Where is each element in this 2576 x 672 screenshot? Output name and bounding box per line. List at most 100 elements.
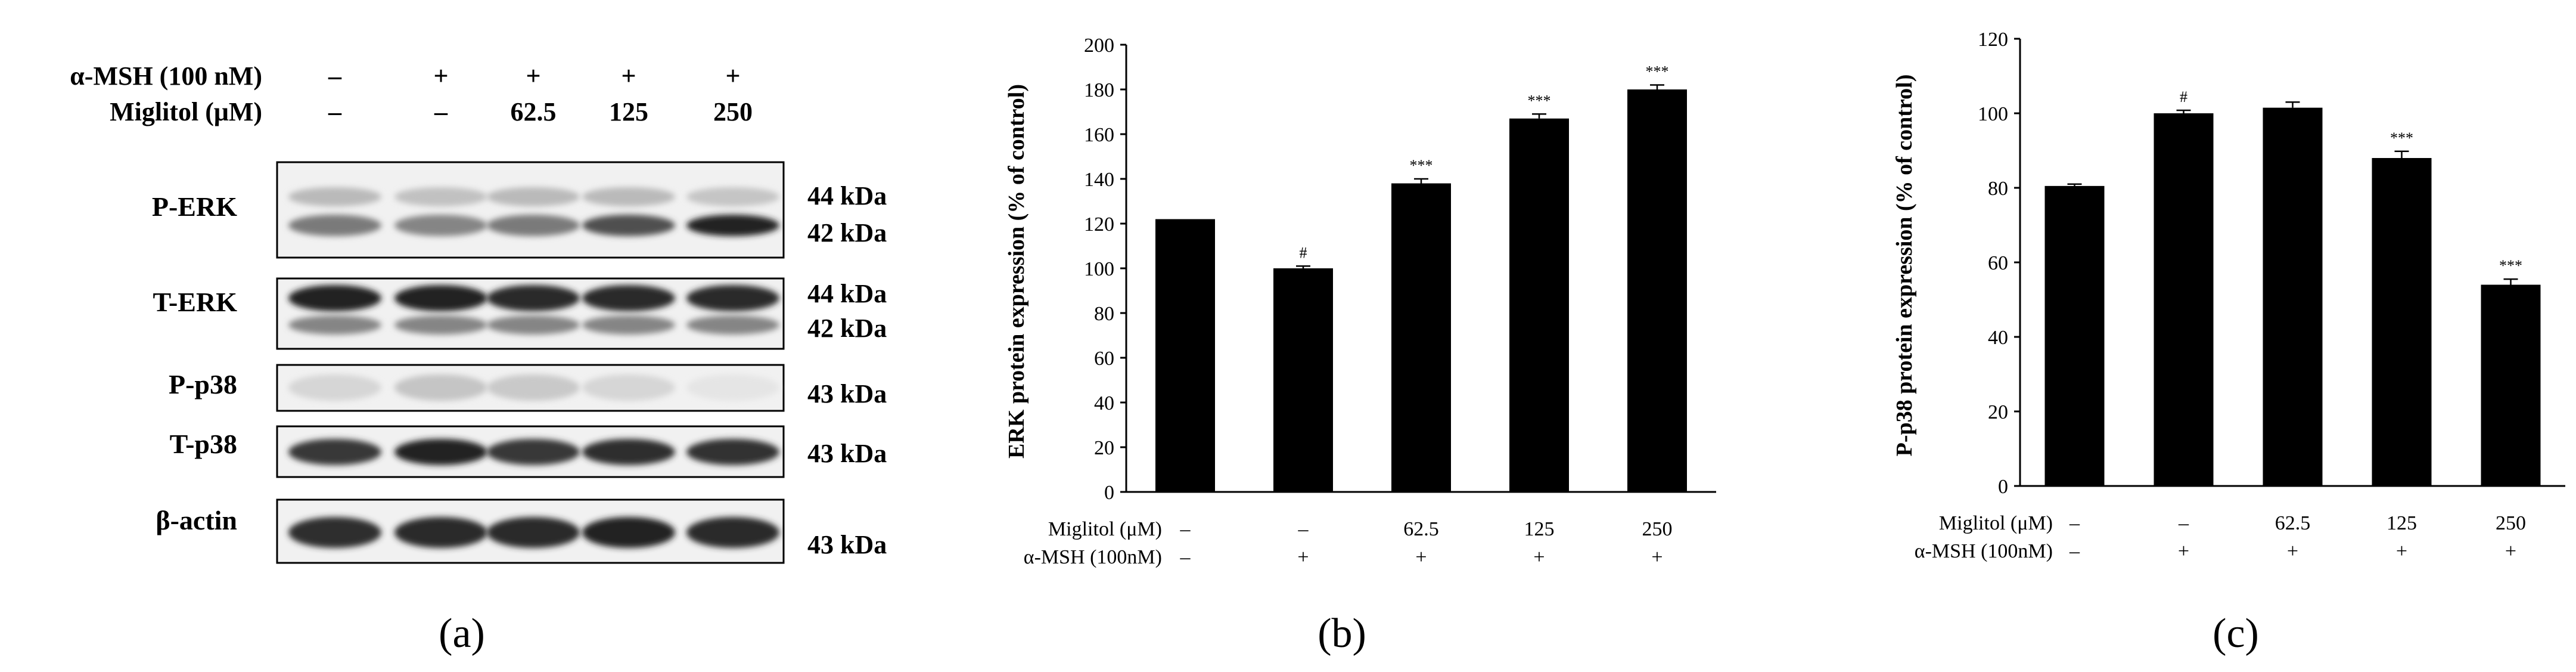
bar: [1627, 89, 1687, 492]
header-label-miglitol: Miglitol (μM): [110, 97, 262, 126]
bar: [2044, 185, 2105, 486]
blot-label: P-ERK: [152, 191, 237, 222]
blot-band: [686, 315, 779, 335]
header-value: +: [621, 61, 636, 91]
panel-a-western-blot: α-MSH (100 nM) Miglitol (μM) – + + + + – – 62.5…: [70, 61, 887, 656]
blot-band: [487, 374, 580, 401]
y-tick-label: 60: [1988, 252, 2008, 274]
blot-band: [686, 439, 779, 465]
treatment-value: +: [1415, 546, 1427, 568]
panel-c-p38-chart: P-p38 protein expression (% of control) …: [1892, 29, 2565, 656]
y-tick-label: 120: [1084, 213, 1114, 236]
y-tick-label: 100: [1084, 258, 1114, 280]
blot-band: [487, 285, 580, 311]
significance-label: ***: [2499, 257, 2522, 274]
panel-a-caption: (a): [439, 611, 485, 656]
blot-band: [487, 215, 580, 236]
blot-size-label: 43 kDa: [807, 530, 887, 559]
treatment-value: –: [2178, 512, 2189, 534]
blot-P-ERK: P-ERK 44 kDa 42 kDa: [152, 161, 887, 259]
treatment-value: +: [2287, 540, 2298, 562]
treatment-value: –: [2069, 512, 2080, 534]
chart-c-caption: (c): [2213, 611, 2259, 656]
blot-size-label: 42 kDa: [807, 218, 887, 247]
blot-strips: P-ERK 44 kDa 42 kDa T-ERK 44 kDa 42 kDa P-p38 4…: [152, 161, 887, 564]
treatment-row-label: Miglitol (μM): [1939, 512, 2053, 534]
blot-label: P-p38: [169, 369, 237, 400]
chart-b-ylabel: ERK protein expression (% of control): [1004, 84, 1029, 459]
bar: [1509, 118, 1569, 492]
chart-c-ylabel: P-p38 protein expression (% of control): [1892, 75, 1917, 457]
y-tick-label: 20: [1988, 401, 2008, 423]
treatment-value: 250: [2496, 512, 2526, 534]
treatment-value: –: [1180, 518, 1191, 540]
treatment-value: +: [2178, 540, 2189, 562]
y-tick-label: 20: [1094, 437, 1114, 459]
blot-band: [686, 215, 779, 236]
treatment-row-label: Miglitol (μM): [1048, 518, 1162, 540]
blot-size-label: 42 kDa: [807, 314, 887, 343]
y-tick-label: 80: [1094, 303, 1114, 325]
bar: [1155, 219, 1215, 492]
blot-band: [487, 187, 580, 206]
blot-band: [582, 517, 675, 548]
blot-band: [487, 315, 580, 335]
y-tick-label: 80: [1988, 178, 2008, 200]
treatment-value: 250: [1642, 518, 1673, 540]
treatment-value: +: [1533, 546, 1545, 568]
y-tick-label: 0: [1998, 476, 2008, 498]
treatment-value: –: [1180, 546, 1191, 568]
blot-band: [288, 439, 381, 465]
treatment-value: –: [1298, 518, 1309, 540]
significance-label: #: [2180, 88, 2187, 106]
header-value: 62.5: [511, 97, 557, 126]
header-value: –: [434, 97, 448, 126]
blot-band: [394, 285, 487, 311]
significance-label: ***: [1528, 92, 1551, 109]
treatment-value: 62.5: [2275, 512, 2311, 534]
blot-band: [582, 315, 675, 335]
blot-label: T-ERK: [153, 287, 238, 317]
blot-band: [582, 215, 675, 236]
header-label-msh: α-MSH (100 nM): [70, 61, 262, 91]
y-tick-label: 40: [1094, 392, 1114, 414]
blot-band: [288, 215, 381, 236]
y-tick-label: 100: [1978, 103, 2008, 125]
header-value: –: [328, 97, 342, 126]
blot-band: [394, 374, 487, 401]
blot-band: [487, 439, 580, 465]
blot-size-label: 43 kDa: [807, 379, 887, 408]
blot-band: [394, 187, 487, 206]
blot-band: [686, 517, 779, 548]
treatment-value: +: [1297, 546, 1309, 568]
header-values: – + + + + – – 62.5 125 250: [328, 61, 753, 126]
blot-band: [686, 285, 779, 311]
treatment-value: +: [2505, 540, 2516, 562]
y-tick-label: 0: [1104, 482, 1114, 504]
treatment-value: 125: [2387, 512, 2417, 534]
treatment-value: +: [1651, 546, 1663, 568]
bar: [2481, 284, 2541, 486]
blot-size-label: 43 kDa: [807, 439, 887, 468]
treatment-value: 125: [1524, 518, 1555, 540]
blot-band: [288, 285, 381, 311]
blot-band: [582, 439, 675, 465]
bar: [1391, 183, 1451, 492]
y-tick-label: 140: [1084, 169, 1114, 191]
blot-band: [288, 187, 381, 206]
bar: [1273, 268, 1333, 492]
blot-band: [487, 517, 580, 548]
significance-label: ***: [1410, 157, 1433, 174]
header-value: 125: [609, 97, 648, 126]
significance-label: ***: [2390, 129, 2413, 147]
blot-label: T-p38: [170, 429, 237, 459]
bar: [2263, 107, 2323, 486]
blot-membrane: [276, 161, 785, 259]
blot-band: [288, 517, 381, 548]
treatment-value: –: [2069, 540, 2080, 562]
blot-band: [686, 187, 779, 206]
bar: [2372, 158, 2432, 486]
y-tick-label: 120: [1978, 29, 2008, 51]
blot-band: [394, 315, 487, 335]
